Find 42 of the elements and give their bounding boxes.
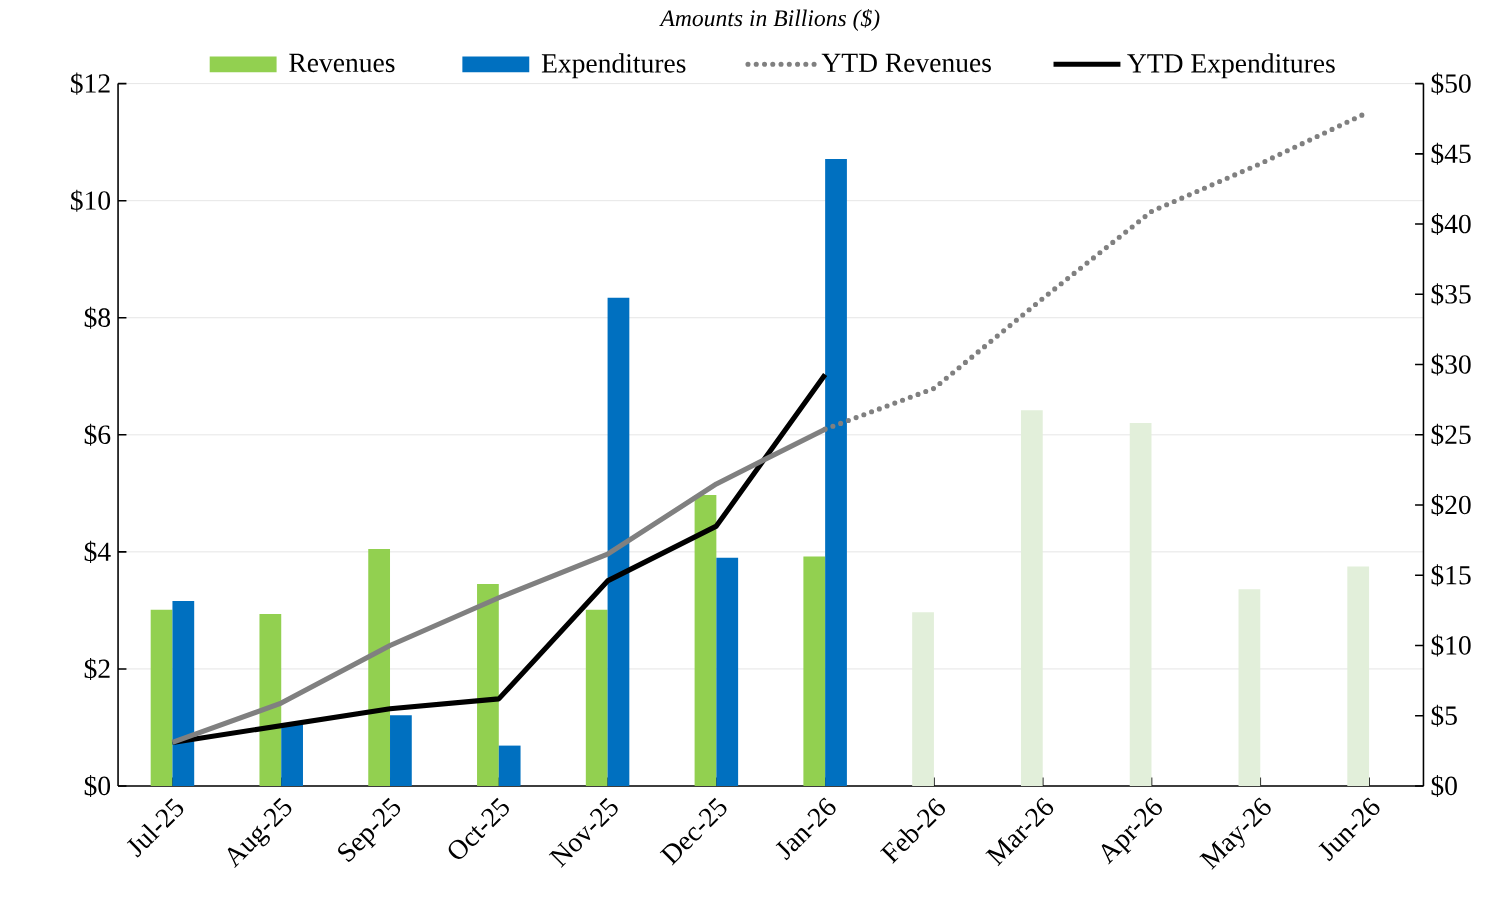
- y2-tick-label: $45: [1431, 142, 1471, 165]
- y2-tick-label: $30: [1431, 353, 1471, 376]
- y2-tick-label: $40: [1431, 213, 1471, 236]
- bar: [1347, 566, 1370, 786]
- bar: [1238, 589, 1261, 786]
- bar: [259, 613, 282, 786]
- bar: [694, 495, 717, 786]
- y-tick-label: $6: [84, 423, 111, 446]
- bar: [390, 715, 412, 786]
- y-tick-label: $2: [84, 657, 110, 680]
- chart-title: Amounts in Billions ($): [659, 8, 880, 32]
- y2-tick-label: $10: [1431, 634, 1471, 657]
- bar: [172, 601, 195, 786]
- y2-tick-label: $0: [1431, 774, 1457, 798]
- bar: [150, 609, 173, 786]
- bar: [585, 609, 608, 786]
- bar: [477, 584, 499, 786]
- y2-tick-label: $5: [1431, 704, 1457, 727]
- legend-label: Expenditures: [541, 53, 686, 79]
- legend-label: Revenues: [289, 53, 395, 73]
- y-tick-label: $4: [84, 540, 111, 563]
- legend-label: YTD Revenues: [821, 53, 991, 73]
- y-tick-label: $0: [84, 774, 111, 798]
- bar: [1020, 410, 1043, 786]
- bar: [498, 745, 521, 786]
- bar: [1129, 423, 1152, 786]
- bar: [607, 297, 630, 786]
- bar: [716, 557, 739, 786]
- y-tick-label: $8: [84, 306, 111, 329]
- bar: [803, 556, 826, 786]
- y-tick-label: $10: [70, 189, 111, 212]
- bar: [281, 724, 303, 786]
- y2-tick-label: $15: [1431, 564, 1471, 587]
- y2-tick-label: $20: [1431, 494, 1471, 517]
- bar: [825, 159, 847, 786]
- y2-tick-label: $25: [1431, 423, 1471, 446]
- y2-tick-label: $50: [1431, 72, 1471, 95]
- bar: [368, 548, 391, 786]
- legend-label: YTD Expenditures: [1127, 53, 1335, 79]
- y-tick-label: $12: [70, 72, 110, 95]
- y2-tick-label: $35: [1431, 283, 1471, 306]
- bar: [912, 612, 934, 786]
